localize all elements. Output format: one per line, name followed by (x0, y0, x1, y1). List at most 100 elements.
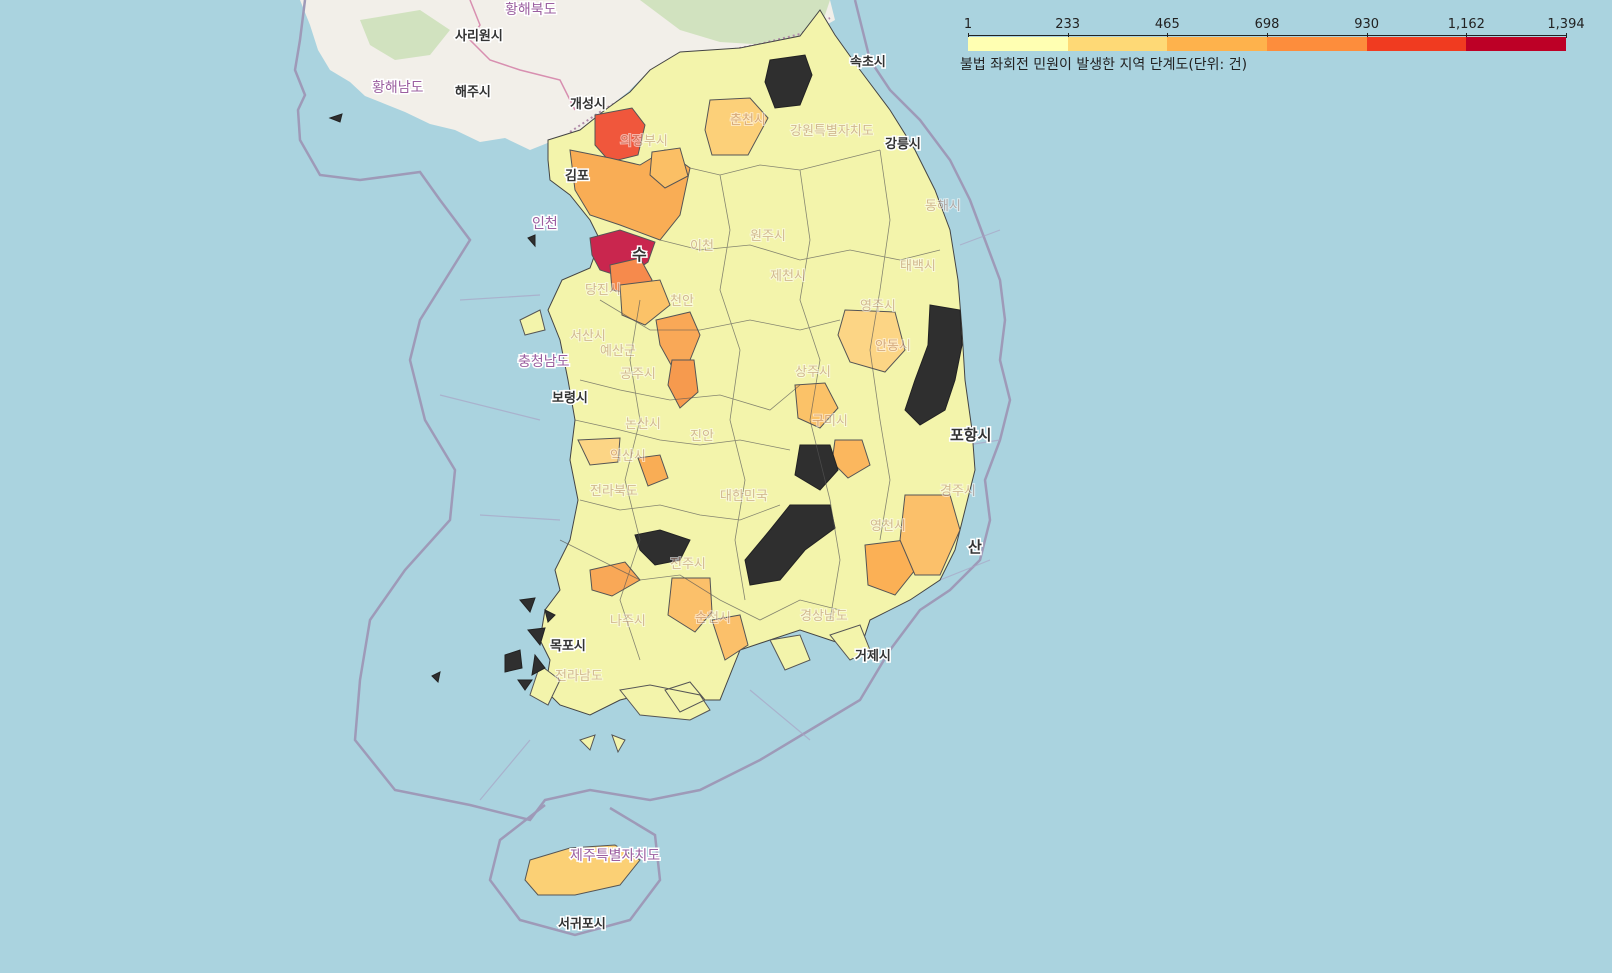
label-gangneung: 강릉시 (885, 136, 921, 152)
maritime-boundary (293, 0, 1012, 822)
map-labels: 황해북도 사리원시 황해남도 해주시 개성시 김포 인천 수 충청남도 보령시 … (371, 1, 993, 934)
label-jeonju: 전주시 (670, 557, 706, 572)
legend-tick-label: 465 (1154, 17, 1180, 32)
label-haeju: 해주시 (455, 84, 491, 100)
region-yeongyang[interactable] (904, 304, 963, 426)
region-hapcheon[interactable] (744, 504, 836, 586)
region-gimcheon[interactable] (794, 444, 839, 491)
region-west-islet[interactable] (527, 234, 536, 248)
label-jecheon: 제천시 (770, 269, 806, 284)
label-nonsan: 논산시 (625, 417, 661, 432)
label-jeju: 제주특별자치도 (570, 848, 660, 864)
legend-tick-mark (1566, 33, 1567, 38)
label-yesan: 예산군 (600, 344, 636, 359)
region-gunsan[interactable] (577, 437, 621, 466)
legend-tick-label: 1 (963, 17, 973, 32)
region-changwon[interactable] (864, 539, 916, 596)
label-chuncheon: 춘천시 (730, 113, 766, 128)
label-yeongju: 영주시 (860, 299, 896, 314)
label-donghae: 동해시 (925, 199, 961, 214)
legend-tick-label: 930 (1354, 17, 1380, 32)
label-sangju: 상주시 (795, 365, 831, 380)
label-taebaek: 태백시 (900, 259, 936, 274)
label-gimpo: 김포 (565, 169, 589, 184)
jeju-maritime-boundary (488, 804, 662, 937)
legend-color-segment (1067, 37, 1168, 51)
label-cheonan: 천안 (670, 294, 694, 309)
label-mokpo: 목포시 (550, 639, 586, 654)
district-regions[interactable] (524, 97, 961, 896)
label-sariwon: 사리원시 (455, 28, 503, 44)
district-boundaries (559, 149, 941, 661)
label-jeonnam: 전라남도 (555, 669, 603, 684)
region-sw-islet[interactable] (431, 671, 441, 684)
legend-color-segment (1366, 37, 1467, 51)
no-data-regions[interactable] (328, 54, 963, 691)
label-pohang: 포항시 (950, 426, 991, 444)
label-jeonbuk: 전라북도 (590, 484, 638, 499)
legend-color-segment (1267, 37, 1368, 51)
legend-color-segment (968, 37, 1069, 51)
region-cheonan[interactable] (619, 279, 671, 326)
legend-tick-label: 1,162 (1447, 17, 1485, 32)
label-jinan: 진안 (690, 429, 714, 444)
label-chungnam: 충청남도 (518, 354, 570, 370)
region-jeju[interactable] (524, 844, 641, 896)
region-chuncheon[interactable] (704, 97, 769, 156)
label-gongju: 공주시 (620, 367, 656, 382)
region-jeonju[interactable] (637, 454, 669, 487)
region-gapyeong[interactable] (649, 147, 689, 189)
label-suwon: 수 (632, 245, 647, 264)
region-gagu-island[interactable] (328, 113, 343, 123)
legend-color-bar (968, 37, 1567, 51)
label-dangjin: 당진시 (585, 283, 621, 298)
region-daejeon[interactable] (667, 359, 699, 409)
label-seogwipo: 서귀포시 (558, 916, 606, 932)
nk-border-line (469, 0, 576, 111)
label-hwanghae-north: 황해북도 (505, 2, 557, 18)
label-gyeongnam: 경상남도 (800, 609, 848, 624)
north-korea-forest (360, 0, 830, 60)
label-hwanghae-south: 황해남도 (372, 80, 424, 96)
label-boryeong: 보령시 (552, 391, 588, 406)
label-naju: 나주시 (610, 614, 646, 629)
legend-caption: 불법 좌회전 민원이 발생한 지역 단계도(단위: 건) (960, 57, 1248, 73)
region-sinan-islands[interactable] (504, 597, 556, 691)
label-kaesong: 개성시 (570, 97, 606, 112)
label-iksan: 익산시 (610, 449, 646, 464)
label-busan: 산 (968, 538, 982, 556)
label-gangwon: 강원특별자치도 (790, 124, 874, 139)
legend-tick-label: 233 (1055, 17, 1081, 32)
label-uijeongbu: 의정부시 (620, 134, 668, 149)
legend-tick-label: 698 (1254, 17, 1280, 32)
label-geoje: 거제시 (855, 649, 891, 664)
region-jeongeup[interactable] (634, 529, 691, 566)
label-suncheon: 순천시 (695, 611, 731, 626)
label-sokcho: 속초시 (850, 55, 886, 70)
legend-axis (968, 35, 1566, 36)
color-legend: 1 233 465 698 930 1,162 1,394 불법 좌회전 민원이 발생한 지… (960, 15, 1585, 75)
region-uijeongbu[interactable] (594, 107, 646, 163)
legend-color-segment (1167, 37, 1268, 51)
region-gumi[interactable] (794, 382, 839, 429)
legend-tick-label: 1,394 (1547, 17, 1585, 32)
label-yeongcheon: 영천시 (870, 519, 906, 534)
region-inje[interactable] (764, 54, 813, 109)
dmz-line (569, 17, 831, 133)
region-gwangju[interactable] (589, 561, 641, 597)
region-suncheon[interactable] (667, 577, 713, 633)
region-busan[interactable] (899, 494, 961, 576)
label-seosan: 서산시 (570, 329, 606, 344)
label-andong: 안동시 (875, 339, 911, 354)
south-korea-islands (519, 309, 871, 754)
label-gumi: 구미시 (812, 414, 848, 429)
label-gyeongju: 경주시 (940, 484, 976, 499)
legend-color-segment (1466, 37, 1567, 51)
label-icheon: 이천 (690, 239, 714, 254)
region-gwangyang[interactable] (711, 614, 749, 661)
label-incheon: 인천 (532, 216, 558, 232)
label-daehanminguk: 대한민국 (720, 489, 768, 504)
label-wonju: 원주시 (750, 229, 786, 244)
